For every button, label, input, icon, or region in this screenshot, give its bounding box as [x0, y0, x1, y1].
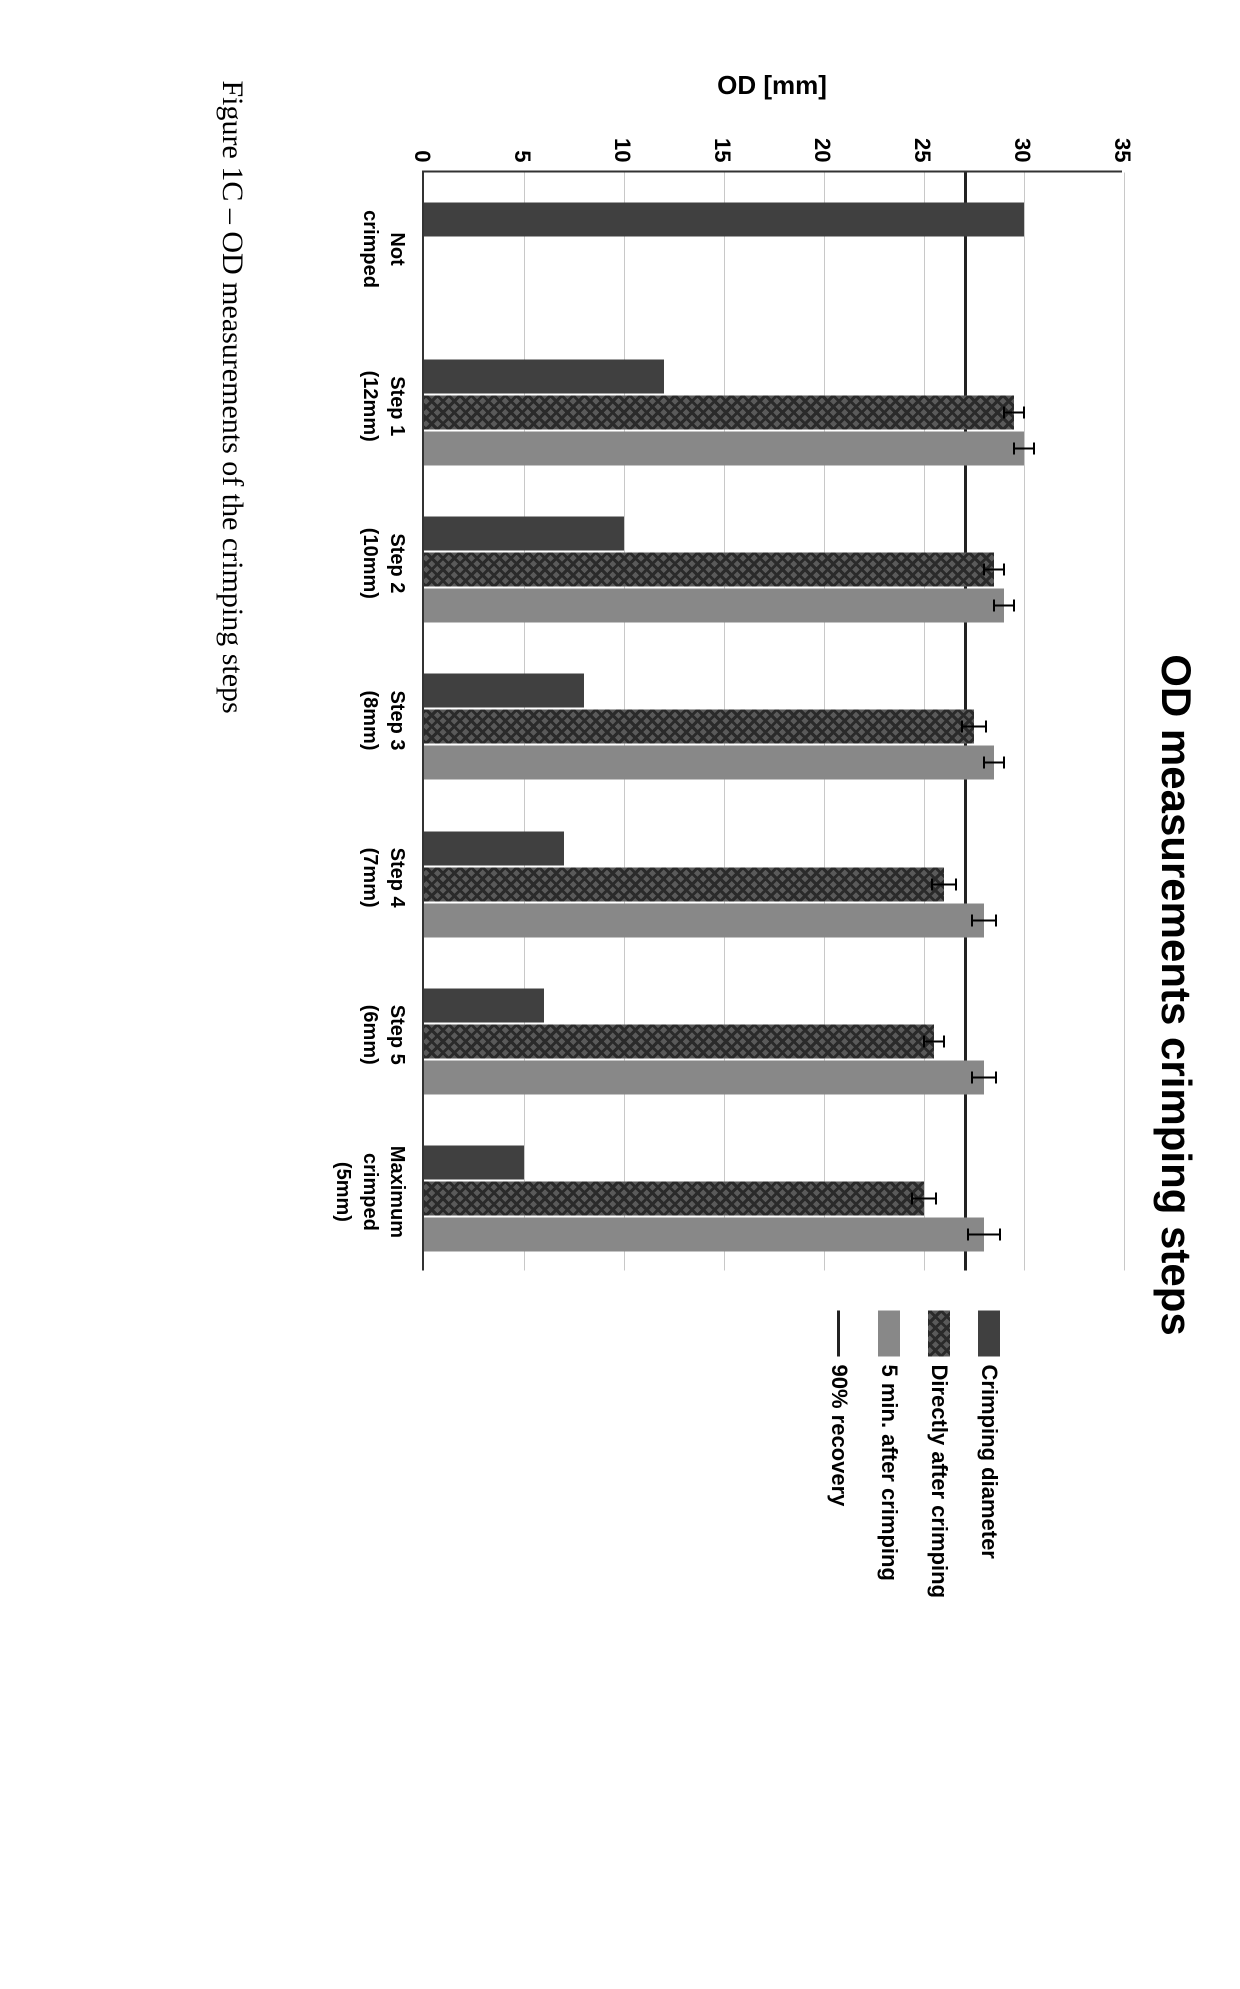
error-bar	[932, 883, 956, 885]
chart-title: OD measurements crimping steps	[1152, 0, 1200, 1989]
error-cap	[983, 756, 985, 768]
error-bar	[984, 761, 1004, 763]
y-tick-label: 10	[609, 138, 635, 162]
error-cap	[1023, 406, 1025, 418]
y-axis-label-wrap: OD [mm]	[422, 60, 1122, 110]
error-cap	[999, 1228, 1001, 1240]
bar-group	[424, 673, 994, 800]
bar-crimp	[424, 1145, 524, 1179]
error-bar	[968, 1233, 1000, 1235]
y-tick-label: 5	[509, 150, 535, 162]
bar-crimp	[424, 673, 584, 707]
error-cap	[911, 1192, 913, 1204]
bar-crimp	[424, 831, 564, 865]
x-axis: NotcrimpedStep 1(12mm)Step 2(10mm)Step 3…	[329, 170, 422, 1270]
bar-five	[424, 745, 994, 779]
legend-swatch-line	[838, 1310, 841, 1356]
error-bar	[972, 919, 996, 921]
gridline	[1124, 172, 1125, 1270]
bar-group	[424, 1145, 984, 1272]
legend-item: 90% recovery	[826, 1310, 852, 1598]
x-tick-label: Step 1(12mm)	[329, 327, 422, 484]
error-cap	[931, 878, 933, 890]
y-tick-label: 15	[709, 138, 735, 162]
bar-group	[424, 988, 984, 1115]
legend-item: 5 min. after crimping	[876, 1310, 902, 1598]
x-tick-label: Step 2(10mm)	[329, 484, 422, 641]
bar-group	[424, 202, 1024, 329]
error-cap	[1003, 563, 1005, 575]
error-cap	[983, 563, 985, 575]
y-tick-label: 0	[409, 150, 435, 162]
bar-direct	[424, 1181, 924, 1215]
bar-five	[424, 903, 984, 937]
bar-five	[424, 588, 1004, 622]
error-cap	[995, 1071, 997, 1083]
bar-crimp	[424, 359, 664, 393]
x-tick-label: Notcrimped	[329, 170, 422, 327]
error-cap	[971, 1071, 973, 1083]
legend: Crimping diameter Directly after crimping…	[802, 1310, 1002, 1598]
error-bar	[924, 1040, 944, 1042]
error-cap	[971, 914, 973, 926]
error-cap	[1013, 442, 1015, 454]
error-bar	[994, 604, 1014, 606]
bar-crimp	[424, 202, 1024, 236]
legend-label: Directly after crimping	[926, 1364, 952, 1598]
error-cap	[1013, 599, 1015, 611]
legend-swatch	[928, 1310, 950, 1356]
error-cap	[1003, 406, 1005, 418]
x-tick-label: Step 4(7mm)	[329, 799, 422, 956]
bar-crimp	[424, 516, 624, 550]
y-tick-label: 30	[1009, 138, 1035, 162]
error-cap	[961, 720, 963, 732]
legend-label: 5 min. after crimping	[876, 1364, 902, 1580]
error-bar	[972, 1076, 996, 1078]
x-tick-label: Maximumcrimped(5mm)	[329, 1113, 422, 1270]
bar-five	[424, 431, 1024, 465]
error-cap	[985, 720, 987, 732]
error-cap	[1033, 442, 1035, 454]
x-tick-label: Step 5(6mm)	[329, 956, 422, 1113]
y-axis: 05101520253035	[422, 110, 1122, 170]
bar-five	[424, 1060, 984, 1094]
legend-item: Crimping diameter	[976, 1310, 1002, 1598]
bar-direct	[424, 552, 994, 586]
bar-group	[424, 359, 1024, 486]
y-tick-label: 35	[1109, 138, 1135, 162]
error-bar	[912, 1197, 936, 1199]
bar-direct	[424, 395, 1014, 429]
error-cap	[943, 1035, 945, 1047]
bar-crimp	[424, 988, 544, 1022]
bar-group	[424, 831, 984, 958]
legend-item: Directly after crimping	[926, 1310, 952, 1598]
bar-five	[424, 1217, 984, 1251]
y-tick-label: 25	[909, 138, 935, 162]
legend-swatch	[978, 1310, 1000, 1356]
error-cap	[955, 878, 957, 890]
error-cap	[935, 1192, 937, 1204]
error-cap	[923, 1035, 925, 1047]
gridline	[1024, 172, 1025, 1270]
bar-group	[424, 516, 1004, 643]
legend-label: Crimping diameter	[976, 1364, 1002, 1558]
error-bar	[984, 568, 1004, 570]
error-cap	[993, 599, 995, 611]
bar-direct	[424, 1024, 934, 1058]
x-tick-label: Step 3(8mm)	[329, 641, 422, 798]
plot-area	[422, 170, 1122, 1270]
error-bar	[1004, 411, 1024, 413]
y-axis-label: OD [mm]	[717, 70, 827, 101]
legend-swatch	[878, 1310, 900, 1356]
error-cap	[995, 914, 997, 926]
error-bar	[962, 725, 986, 727]
bar-direct	[424, 709, 974, 743]
error-bar	[1014, 447, 1034, 449]
legend-label: 90% recovery	[826, 1364, 852, 1506]
error-cap	[967, 1228, 969, 1240]
figure-caption: Figure 1C – OD measurements of the crimp…	[215, 80, 249, 1989]
y-tick-label: 20	[809, 138, 835, 162]
error-cap	[1003, 756, 1005, 768]
bar-direct	[424, 867, 944, 901]
